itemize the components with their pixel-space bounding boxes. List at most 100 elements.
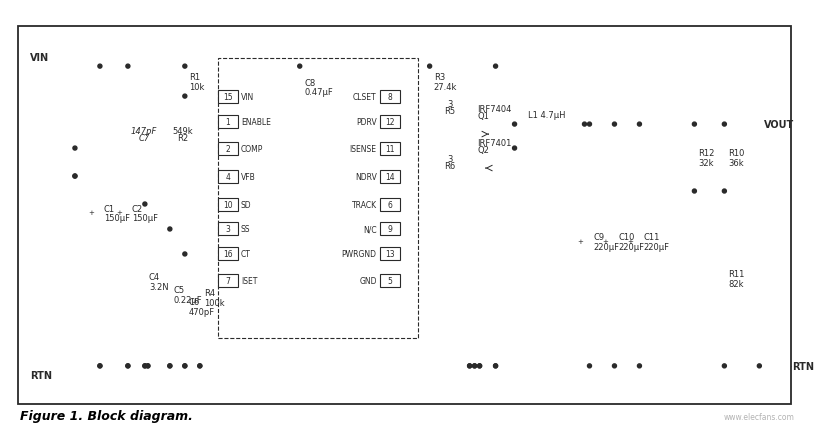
Text: 36k: 36k xyxy=(728,158,744,168)
Circle shape xyxy=(493,364,497,368)
Text: PDRV: PDRV xyxy=(356,117,376,126)
Circle shape xyxy=(98,364,102,368)
Bar xyxy=(380,170,400,183)
Text: 13: 13 xyxy=(384,250,394,259)
Circle shape xyxy=(478,364,482,368)
Circle shape xyxy=(613,123,617,127)
Text: R2: R2 xyxy=(178,134,188,143)
Circle shape xyxy=(198,364,202,368)
Text: 12: 12 xyxy=(385,117,394,126)
Circle shape xyxy=(146,364,150,368)
Text: 470pF: 470pF xyxy=(189,308,215,317)
Text: R4: R4 xyxy=(204,289,215,298)
Circle shape xyxy=(98,65,102,69)
Circle shape xyxy=(478,364,482,368)
Text: CLSET: CLSET xyxy=(353,92,376,101)
Circle shape xyxy=(183,364,187,368)
Text: 82k: 82k xyxy=(728,279,744,288)
Text: C2: C2 xyxy=(132,204,143,213)
Text: 549k: 549k xyxy=(173,127,193,136)
Circle shape xyxy=(198,364,202,368)
Text: 3: 3 xyxy=(226,225,230,234)
Text: C8: C8 xyxy=(305,78,316,87)
Circle shape xyxy=(757,364,762,368)
Circle shape xyxy=(143,364,147,368)
Text: 220μF: 220μF xyxy=(644,243,669,252)
Text: Figure 1. Block diagram.: Figure 1. Block diagram. xyxy=(20,409,193,422)
Circle shape xyxy=(637,123,641,127)
Text: R1: R1 xyxy=(189,72,200,81)
Circle shape xyxy=(513,147,516,151)
Text: C11: C11 xyxy=(644,233,660,242)
Circle shape xyxy=(613,364,617,368)
Bar xyxy=(380,198,400,211)
Circle shape xyxy=(468,364,472,368)
Text: 6: 6 xyxy=(387,200,392,209)
Circle shape xyxy=(168,364,172,368)
Text: COMP: COMP xyxy=(240,144,263,153)
Text: 1: 1 xyxy=(226,117,230,126)
Text: 27.4k: 27.4k xyxy=(434,82,457,92)
Bar xyxy=(218,59,418,338)
Text: VIN: VIN xyxy=(240,92,254,101)
Bar xyxy=(218,142,238,155)
Text: C1: C1 xyxy=(104,204,115,213)
Text: 150μF: 150μF xyxy=(104,214,130,223)
Bar xyxy=(380,275,400,288)
Text: GND: GND xyxy=(359,277,376,286)
Text: R3: R3 xyxy=(434,72,445,81)
Text: VOUT: VOUT xyxy=(764,120,794,130)
Text: Q2: Q2 xyxy=(478,146,489,155)
Bar xyxy=(380,223,400,236)
Bar xyxy=(218,198,238,211)
Circle shape xyxy=(722,123,726,127)
Circle shape xyxy=(692,190,696,193)
Circle shape xyxy=(183,364,187,368)
Circle shape xyxy=(126,364,130,368)
Text: IRF7404: IRF7404 xyxy=(478,105,512,114)
Circle shape xyxy=(428,65,432,69)
Bar xyxy=(18,27,791,404)
Circle shape xyxy=(298,65,302,69)
Text: 100k: 100k xyxy=(204,299,224,308)
Bar xyxy=(218,90,238,104)
Text: ENABLE: ENABLE xyxy=(240,117,271,126)
Text: N/C: N/C xyxy=(363,225,376,234)
Circle shape xyxy=(143,202,147,207)
Bar xyxy=(218,115,238,128)
Circle shape xyxy=(722,190,726,193)
Circle shape xyxy=(146,364,150,368)
Text: 3: 3 xyxy=(447,155,452,164)
Text: C9: C9 xyxy=(594,233,605,242)
Text: 16: 16 xyxy=(223,250,232,259)
Text: 3: 3 xyxy=(447,100,452,109)
Text: 10k: 10k xyxy=(189,82,204,92)
Circle shape xyxy=(587,123,591,127)
Bar xyxy=(218,223,238,236)
Text: RTN: RTN xyxy=(793,361,814,371)
Bar xyxy=(218,275,238,288)
Text: 2: 2 xyxy=(226,144,230,153)
Circle shape xyxy=(73,175,77,178)
Text: C7: C7 xyxy=(138,134,150,143)
Circle shape xyxy=(468,364,472,368)
Circle shape xyxy=(126,364,130,368)
Circle shape xyxy=(692,123,696,127)
Text: 4: 4 xyxy=(226,172,230,181)
Circle shape xyxy=(473,364,477,368)
Bar xyxy=(380,248,400,261)
Text: PWRGND: PWRGND xyxy=(342,250,376,259)
Circle shape xyxy=(183,95,187,99)
Circle shape xyxy=(493,364,497,368)
Text: 10: 10 xyxy=(223,200,232,209)
Text: 220μF: 220μF xyxy=(618,243,645,252)
Bar xyxy=(380,142,400,155)
Text: CT: CT xyxy=(240,250,250,259)
Text: 0.47μF: 0.47μF xyxy=(305,87,334,96)
Text: 11: 11 xyxy=(385,144,394,153)
Text: SS: SS xyxy=(240,225,250,234)
Circle shape xyxy=(73,147,77,151)
Text: 14: 14 xyxy=(384,172,394,181)
Bar xyxy=(380,90,400,104)
Circle shape xyxy=(183,252,187,256)
